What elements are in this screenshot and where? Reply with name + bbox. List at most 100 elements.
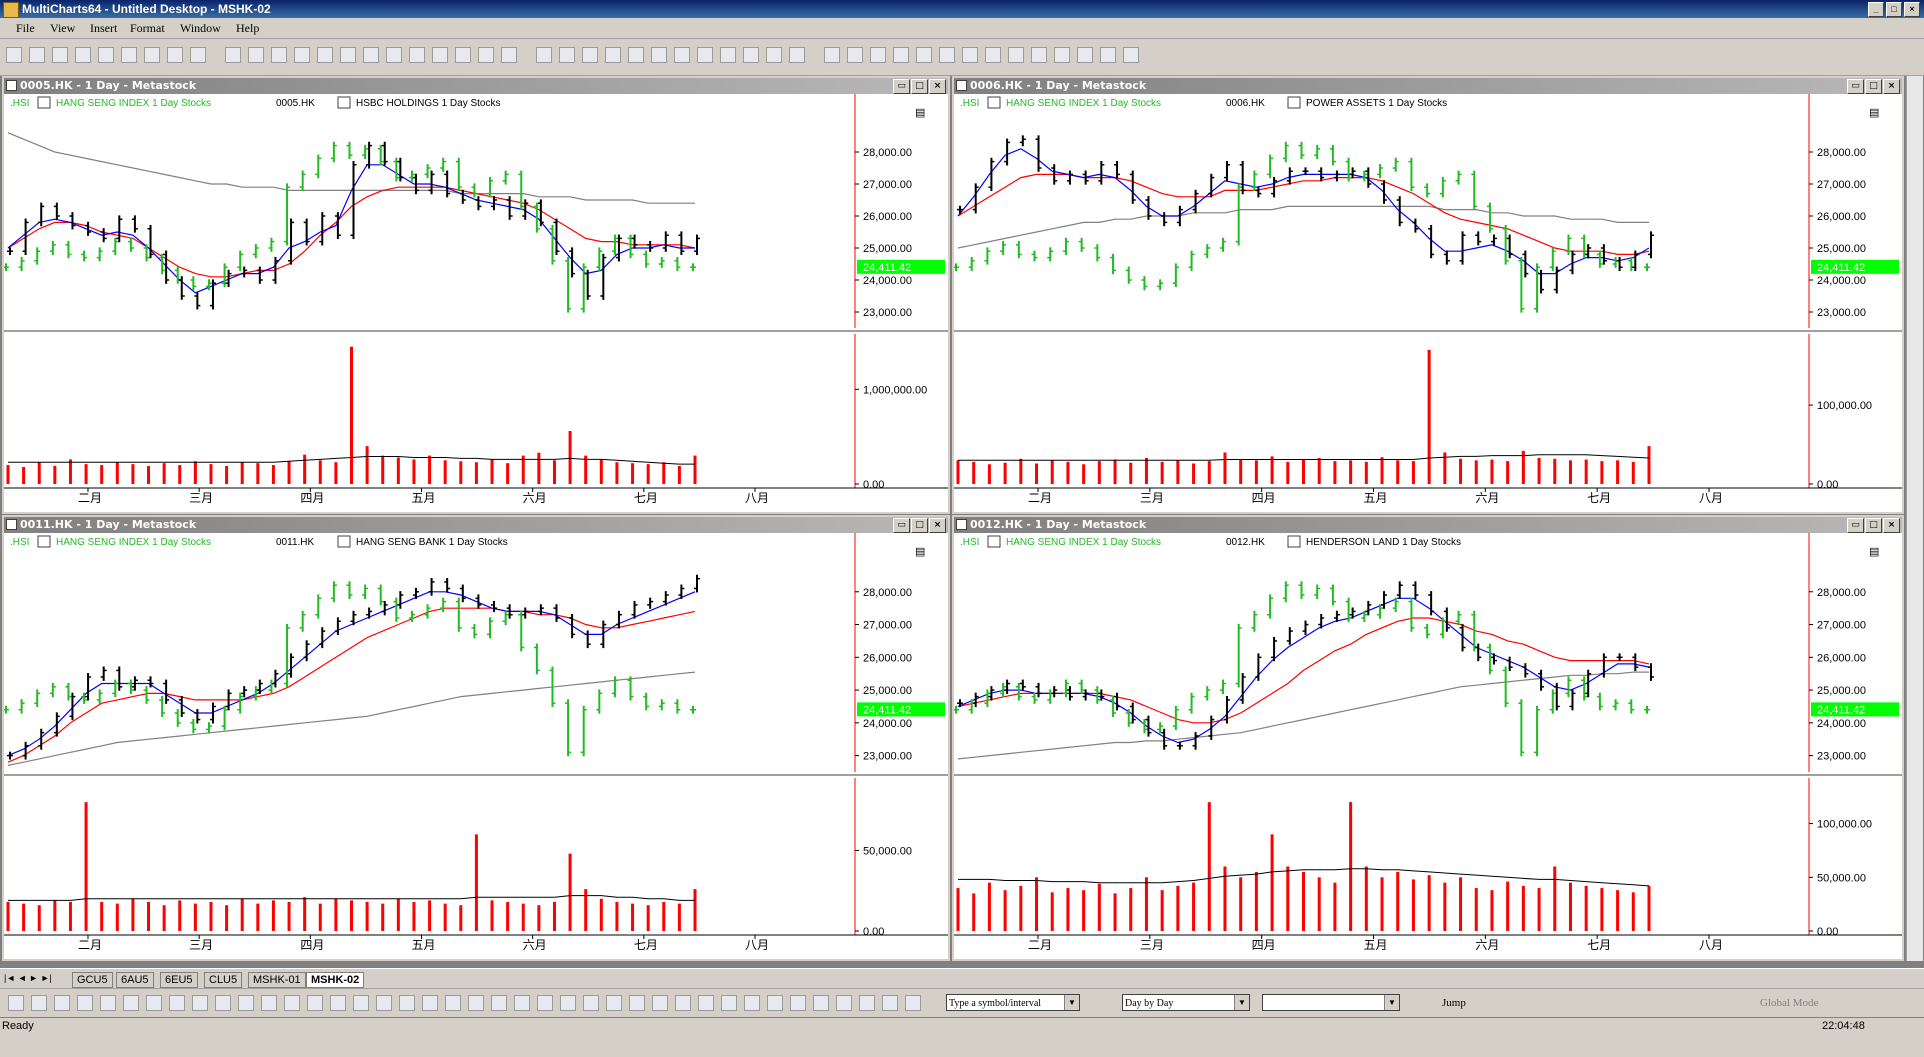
draw-tool-5-icon[interactable] [123,995,139,1011]
draw-tool-22-icon[interactable] [514,995,530,1011]
chart-plot-0011[interactable]: .HSI HANG SENG INDEX 1 Day Stocks 0011.HK H… [4,533,948,959]
save-icon[interactable] [52,47,68,63]
draw-tool-14-icon[interactable] [330,995,346,1011]
bars-icon[interactable] [340,47,356,63]
draw-tool-35-icon[interactable] [813,995,829,1011]
arc-icon[interactable] [1031,47,1047,63]
draw-tool-11-icon[interactable] [261,995,277,1011]
print-icon[interactable] [75,47,91,63]
link-icon[interactable] [847,47,863,63]
maximize-icon[interactable]: □ [1865,79,1882,94]
close-icon[interactable]: × [1883,518,1900,533]
chart-window-0005[interactable]: 0005.HK - 1 Day - Metastock ▭ □ × .HSI HANG… [2,76,950,514]
move-icon[interactable] [582,47,598,63]
close-icon[interactable]: × [929,79,946,94]
text-icon[interactable] [743,47,759,63]
draw-tool-21-icon[interactable] [491,995,507,1011]
tab-mshk-01[interactable]: MSHK-01 [248,972,306,988]
tab-mshk-02[interactable]: MSHK-02 [306,972,365,988]
pan-icon[interactable] [651,47,667,63]
strategy-icon[interactable] [248,47,264,63]
arrow-icon[interactable] [766,47,782,63]
menu-help[interactable]: Help [236,21,260,35]
draw-tool-20-icon[interactable] [468,995,484,1011]
draw-tool-1-icon[interactable] [31,995,47,1011]
dom-icon[interactable] [144,47,160,63]
trend-icon[interactable] [720,47,736,63]
chart-window-0011[interactable]: 0011.HK - 1 Day - Metastock ▭ □ × .HSI HANG… [2,515,950,961]
tab-6eu5[interactable]: 6EU5 [160,972,198,988]
area-icon[interactable] [478,47,494,63]
hand-icon[interactable] [1123,47,1139,63]
draw-tool-12-icon[interactable] [284,995,300,1011]
resolution-select[interactable]: Day by Day ▼ [1122,994,1250,1011]
point-icon[interactable] [432,47,448,63]
chart-window-0012[interactable]: 0012.HK - 1 Day - Metastock ▭ □ × .HSI HANG… [952,515,1904,961]
quote-icon[interactable] [317,47,333,63]
chart-icon[interactable] [98,47,114,63]
close-button[interactable]: × [1904,2,1920,17]
refresh-icon[interactable] [824,47,840,63]
draw-tool-7-icon[interactable] [169,995,185,1011]
draw-tool-0-icon[interactable] [8,995,24,1011]
minimize-button[interactable]: _ [1868,2,1884,17]
menu-window[interactable]: Window [180,21,221,35]
vertical-scrollbar[interactable] [1906,76,1923,961]
dropdown-arrow-icon[interactable]: ▼ [1234,995,1249,1010]
restore-icon[interactable]: ▭ [893,79,910,94]
cross-icon[interactable] [455,47,471,63]
dropdown-arrow-icon[interactable]: ▼ [1064,995,1079,1010]
maximize-icon[interactable]: □ [911,518,928,533]
restore-icon[interactable]: ▭ [1847,518,1864,533]
fan-icon[interactable] [1054,47,1070,63]
restore-icon[interactable]: ▭ [893,518,910,533]
menu-file[interactable]: File [16,21,35,35]
portfolio-icon[interactable] [190,47,206,63]
zoom-in-icon[interactable] [605,47,621,63]
draw-tool-39-icon[interactable] [905,995,921,1011]
tab-gcu5[interactable]: GCU5 [72,972,113,988]
draw-tool-17-icon[interactable] [399,995,415,1011]
close-icon[interactable]: × [929,518,946,533]
draw-tool-23-icon[interactable] [537,995,553,1011]
draw-tool-9-icon[interactable] [215,995,231,1011]
draw-tool-31-icon[interactable] [721,995,737,1011]
draw-tool-30-icon[interactable] [698,995,714,1011]
price-icon[interactable] [1100,47,1116,63]
optimize-icon[interactable] [271,47,287,63]
symbol-input[interactable]: Type a symbol/interval ▼ [946,994,1080,1011]
candles-icon[interactable] [363,47,379,63]
select-icon[interactable] [559,47,575,63]
draw-tool-34-icon[interactable] [790,995,806,1011]
draw-tool-38-icon[interactable] [882,995,898,1011]
close-icon[interactable]: × [1883,79,1900,94]
chart-plot-0012[interactable]: .HSI HANG SENG INDEX 1 Day Stocks 0012.HK H… [954,533,1902,959]
draw-tool-18-icon[interactable] [422,995,438,1011]
draw-tool-37-icon[interactable] [859,995,875,1011]
jump-button[interactable]: Jump [1442,997,1466,1009]
time-icon[interactable] [1077,47,1093,63]
gann-icon[interactable] [962,47,978,63]
global-mode-button[interactable]: Global Mode [1760,997,1819,1009]
chart-plot-0006[interactable]: .HSI HANG SENG INDEX 1 Day Stocks 0006.HK P… [954,94,1902,512]
volume-icon[interactable] [536,47,552,63]
histogram-icon[interactable] [501,47,517,63]
menu-view[interactable]: View [50,21,76,35]
draw-tool-6-icon[interactable] [146,995,162,1011]
chart-plot-0005[interactable]: .HSI HANG SENG INDEX 1 Day Stocks 0005.HK H… [4,94,948,512]
draw-tool-4-icon[interactable] [100,995,116,1011]
menu-insert[interactable]: Insert [90,21,118,35]
crosshair-icon[interactable] [674,47,690,63]
draw-tool-33-icon[interactable] [767,995,783,1011]
maximize-button[interactable]: □ [1886,2,1902,17]
draw-tool-13-icon[interactable] [307,995,323,1011]
draw-tool-26-icon[interactable] [606,995,622,1011]
new-icon[interactable] [6,47,22,63]
draw-tool-25-icon[interactable] [583,995,599,1011]
draw-tool-8-icon[interactable] [192,995,208,1011]
draw-tool-27-icon[interactable] [629,995,645,1011]
draw-tool-19-icon[interactable] [445,995,461,1011]
restore-icon[interactable]: ▭ [1847,79,1864,94]
tab-6au5[interactable]: 6AU5 [116,972,154,988]
settings-icon[interactable] [870,47,886,63]
